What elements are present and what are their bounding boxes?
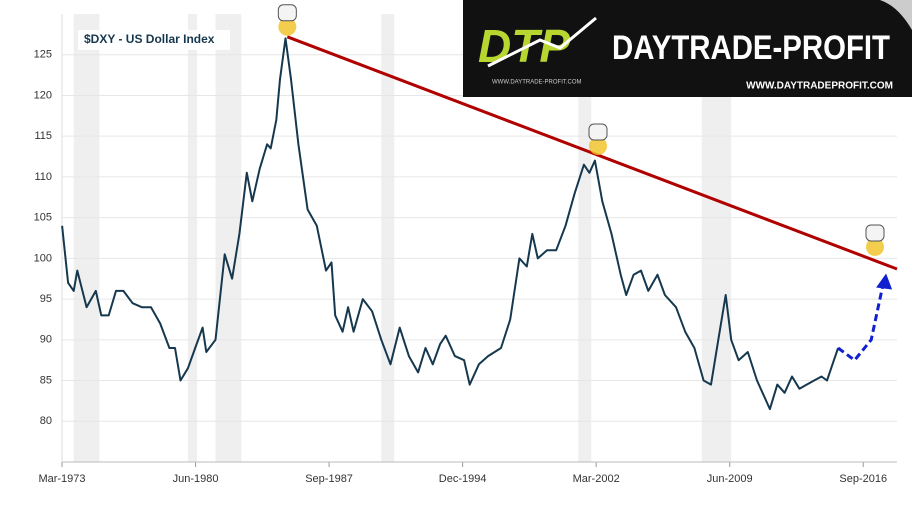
y-tick-label: 95	[40, 293, 52, 305]
y-tick-label: 110	[34, 171, 52, 183]
y-tick-label: 120	[34, 89, 52, 101]
y-tick-label: 105	[34, 212, 52, 224]
pointer-burst	[278, 17, 297, 36]
x-tick-label: Jun-1980	[173, 473, 219, 485]
x-tick-label: Dec-1994	[439, 473, 487, 485]
pointer-burst	[589, 137, 607, 155]
x-tick-label: Jun-2009	[707, 473, 753, 485]
price-line	[61, 37, 840, 411]
y-tick-label: 85	[40, 374, 52, 386]
y-tick-label: 125	[34, 49, 52, 61]
logo-curl	[880, 0, 912, 30]
logo-background	[463, 0, 912, 97]
y-tick-label: 115	[34, 130, 52, 142]
recession-band	[187, 14, 198, 462]
pointer-burst	[866, 237, 884, 256]
logo-url: WWW.DAYTRADEPROFIT.COM	[746, 81, 893, 92]
recession-band	[578, 14, 592, 462]
x-tick-label: Mar-1973	[38, 473, 85, 485]
recession-band	[381, 14, 395, 462]
recession-band	[73, 14, 100, 462]
forecast-arrow	[837, 279, 886, 362]
arrow-head	[876, 273, 893, 290]
pointer-icon	[865, 224, 885, 242]
plot-layer	[61, 4, 898, 411]
y-tick-label: 90	[40, 334, 52, 346]
y-tick-label: 80	[40, 415, 52, 427]
legend-box	[78, 30, 230, 50]
recession-band	[215, 14, 242, 462]
logo-small-url: WWW.DAYTRADE-PROFIT.COM	[492, 80, 582, 86]
pointer-icon	[588, 123, 608, 141]
logo-arrow	[487, 16, 597, 68]
x-tick-label: Mar-2002	[573, 473, 620, 485]
logo: DTP WWW.DAYTRADE-PROFIT.COM DAYTRADE-PRO…	[463, 0, 912, 97]
pointer-icon	[277, 4, 297, 22]
x-tick-label: Sep-2016	[839, 473, 887, 485]
trendline	[286, 35, 898, 271]
x-tick-label: Sep-1987	[305, 473, 353, 485]
y-tick-label: 100	[34, 252, 52, 264]
logo-name: DAYTRADE-PROFIT	[612, 29, 890, 67]
legend-entry: $DXY - US Dollar Index	[84, 32, 215, 46]
